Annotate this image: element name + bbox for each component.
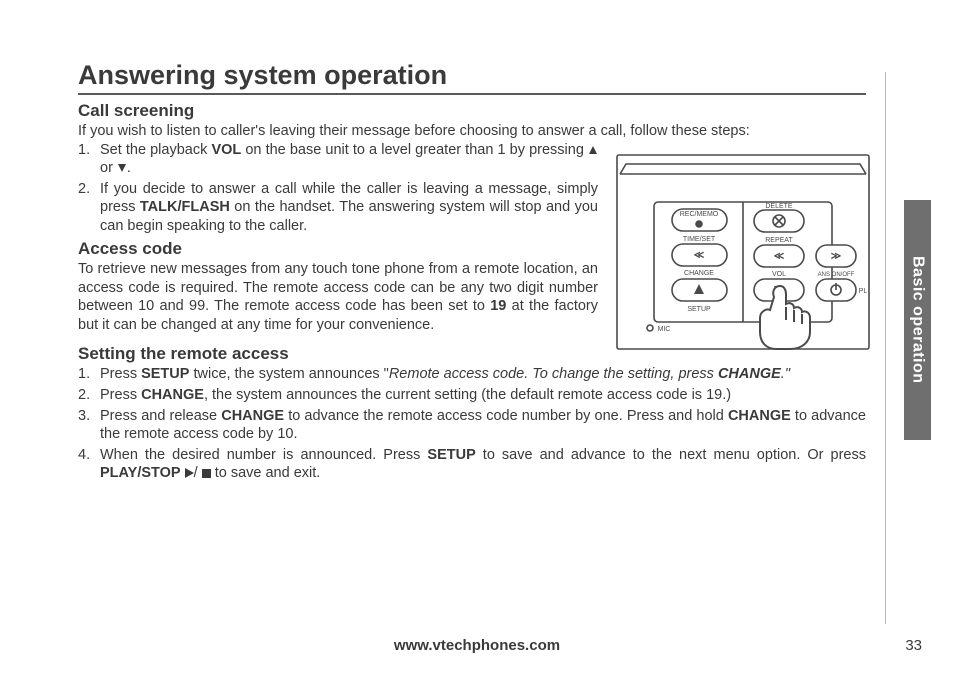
footer-url: www.vtechphones.com xyxy=(0,637,954,654)
list-item: 3. Press and release CHANGE to advance t… xyxy=(78,407,866,444)
text-19: 19 xyxy=(490,298,506,314)
slash: / xyxy=(194,465,202,481)
list-number: 3. xyxy=(78,407,90,426)
text-playstop: PLAY/STOP xyxy=(100,465,181,481)
list-number: 4. xyxy=(78,446,90,465)
list-item: 4. When the desired number is announced.… xyxy=(78,446,866,483)
text: or xyxy=(100,160,117,176)
device-illustration: REC/MEMO TIME/SET ≪ CHANGE SETUP DELETE … xyxy=(614,152,872,352)
label-mic: MIC xyxy=(658,326,671,333)
text-announce: Remote access code. To change the settin… xyxy=(389,366,718,382)
access-code-body: To retrieve new messages from any touch … xyxy=(78,260,598,334)
list-number: 2. xyxy=(78,180,90,199)
text: on the base unit to a level greater than… xyxy=(241,142,588,158)
label-repeat: REPEAT xyxy=(765,237,793,244)
text: to save and exit. xyxy=(215,465,321,481)
list-number: 1. xyxy=(78,365,90,384)
text-talkflash: TALK/FLASH xyxy=(140,199,230,215)
list-number: 1. xyxy=(78,141,90,160)
text: , the system announces the current setti… xyxy=(204,387,731,403)
label-time-set: TIME/SET xyxy=(683,236,716,243)
play-icon xyxy=(185,468,194,478)
up-triangle-icon xyxy=(588,145,598,155)
label-change: CHANGE xyxy=(684,270,714,277)
section-tab: Basic operation xyxy=(904,200,931,440)
text-change: CHANGE xyxy=(728,408,791,424)
list-item: 1. Set the playback VOL on the base unit… xyxy=(78,141,598,178)
down-triangle-icon xyxy=(117,163,127,173)
text-change: CHANGE xyxy=(141,387,204,403)
text: Press xyxy=(100,366,141,382)
text: When the desired number is announced. Pr… xyxy=(100,447,427,463)
label-pl: PL xyxy=(859,288,868,295)
text: Press xyxy=(100,387,141,403)
setting-remote-steps: 1. Press SETUP twice, the system announc… xyxy=(78,365,868,482)
text: ." xyxy=(781,366,790,382)
text-setup: SETUP xyxy=(141,366,189,382)
label-delete: DELETE xyxy=(765,203,793,210)
label-vol: VOL xyxy=(772,271,786,278)
text: Press and release xyxy=(100,408,221,424)
svg-text:≪: ≪ xyxy=(774,251,784,262)
section-tab-label: Basic operation xyxy=(909,256,927,384)
text-setup: SETUP xyxy=(427,447,475,463)
label-ans: ANS ON/OFF xyxy=(818,272,855,278)
vertical-separator xyxy=(885,72,886,624)
text-change: CHANGE xyxy=(718,366,781,382)
label-setup: SETUP xyxy=(687,306,711,313)
call-screening-intro: If you wish to listen to caller's leavin… xyxy=(78,122,866,141)
list-item: 2. Press CHANGE, the system announces th… xyxy=(78,386,866,405)
text: twice, the system announces " xyxy=(189,366,388,382)
page-number: 33 xyxy=(905,637,922,654)
stop-icon xyxy=(202,469,211,478)
svg-text:≫: ≫ xyxy=(831,251,841,262)
svg-text:≪: ≪ xyxy=(694,250,704,261)
list-number: 2. xyxy=(78,386,90,405)
text: to advance the remote access code number… xyxy=(284,408,728,424)
text: to save and advance to the next menu opt… xyxy=(476,447,866,463)
manual-page: Basic operation Answering system operati… xyxy=(0,0,954,682)
heading-call-screening: Call screening xyxy=(78,101,868,121)
text-change: CHANGE xyxy=(221,408,284,424)
page-title: Answering system operation xyxy=(78,60,866,95)
text-vol: VOL xyxy=(211,142,241,158)
text: . xyxy=(127,160,131,176)
text: Set the playback xyxy=(100,142,211,158)
label-rec-memo: REC/MEMO xyxy=(680,211,719,218)
list-item: 1. Press SETUP twice, the system announc… xyxy=(78,365,866,384)
list-item: 2. If you decide to answer a call while … xyxy=(78,180,598,236)
